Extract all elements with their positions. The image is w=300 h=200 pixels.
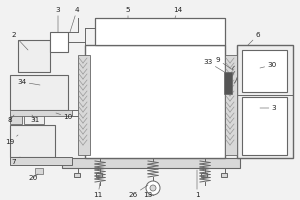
Text: 34: 34 <box>17 79 40 85</box>
Bar <box>221 173 227 177</box>
Bar <box>242 97 287 155</box>
Text: 19: 19 <box>5 135 18 145</box>
Text: 7: 7 <box>12 157 20 165</box>
Text: 8: 8 <box>8 115 14 123</box>
Bar <box>85 45 225 158</box>
Bar <box>96 173 102 177</box>
Bar <box>78 55 90 155</box>
Bar <box>18 40 50 72</box>
Text: 3: 3 <box>56 7 60 32</box>
Text: 6: 6 <box>248 32 260 45</box>
Bar <box>225 55 237 155</box>
Text: 10: 10 <box>56 113 73 120</box>
Text: 3: 3 <box>260 105 278 111</box>
Bar <box>201 173 207 177</box>
Bar <box>95 18 225 45</box>
Bar <box>74 173 80 177</box>
Text: 14: 14 <box>173 7 183 18</box>
Bar <box>35 168 43 174</box>
Text: 2: 2 <box>12 32 28 50</box>
Text: 20: 20 <box>28 174 38 181</box>
Circle shape <box>146 181 160 195</box>
Text: 31: 31 <box>30 115 40 123</box>
Text: 13: 13 <box>143 192 153 198</box>
Bar <box>10 112 22 124</box>
Bar <box>62 158 240 168</box>
Circle shape <box>150 185 156 191</box>
Bar <box>10 75 68 110</box>
Text: 9: 9 <box>216 57 233 70</box>
Bar <box>10 125 55 157</box>
Text: 26: 26 <box>128 185 148 198</box>
Bar <box>242 50 287 92</box>
Text: 11: 11 <box>93 183 103 198</box>
Text: 1: 1 <box>195 170 199 198</box>
Bar <box>24 112 44 124</box>
Bar <box>10 157 72 165</box>
Bar <box>237 45 293 158</box>
Text: 33: 33 <box>203 59 226 73</box>
Bar <box>224 72 232 94</box>
Text: 4: 4 <box>70 7 79 32</box>
Bar <box>10 110 72 116</box>
Text: 30: 30 <box>260 62 277 68</box>
Bar <box>50 32 68 52</box>
Text: 5: 5 <box>126 7 130 18</box>
